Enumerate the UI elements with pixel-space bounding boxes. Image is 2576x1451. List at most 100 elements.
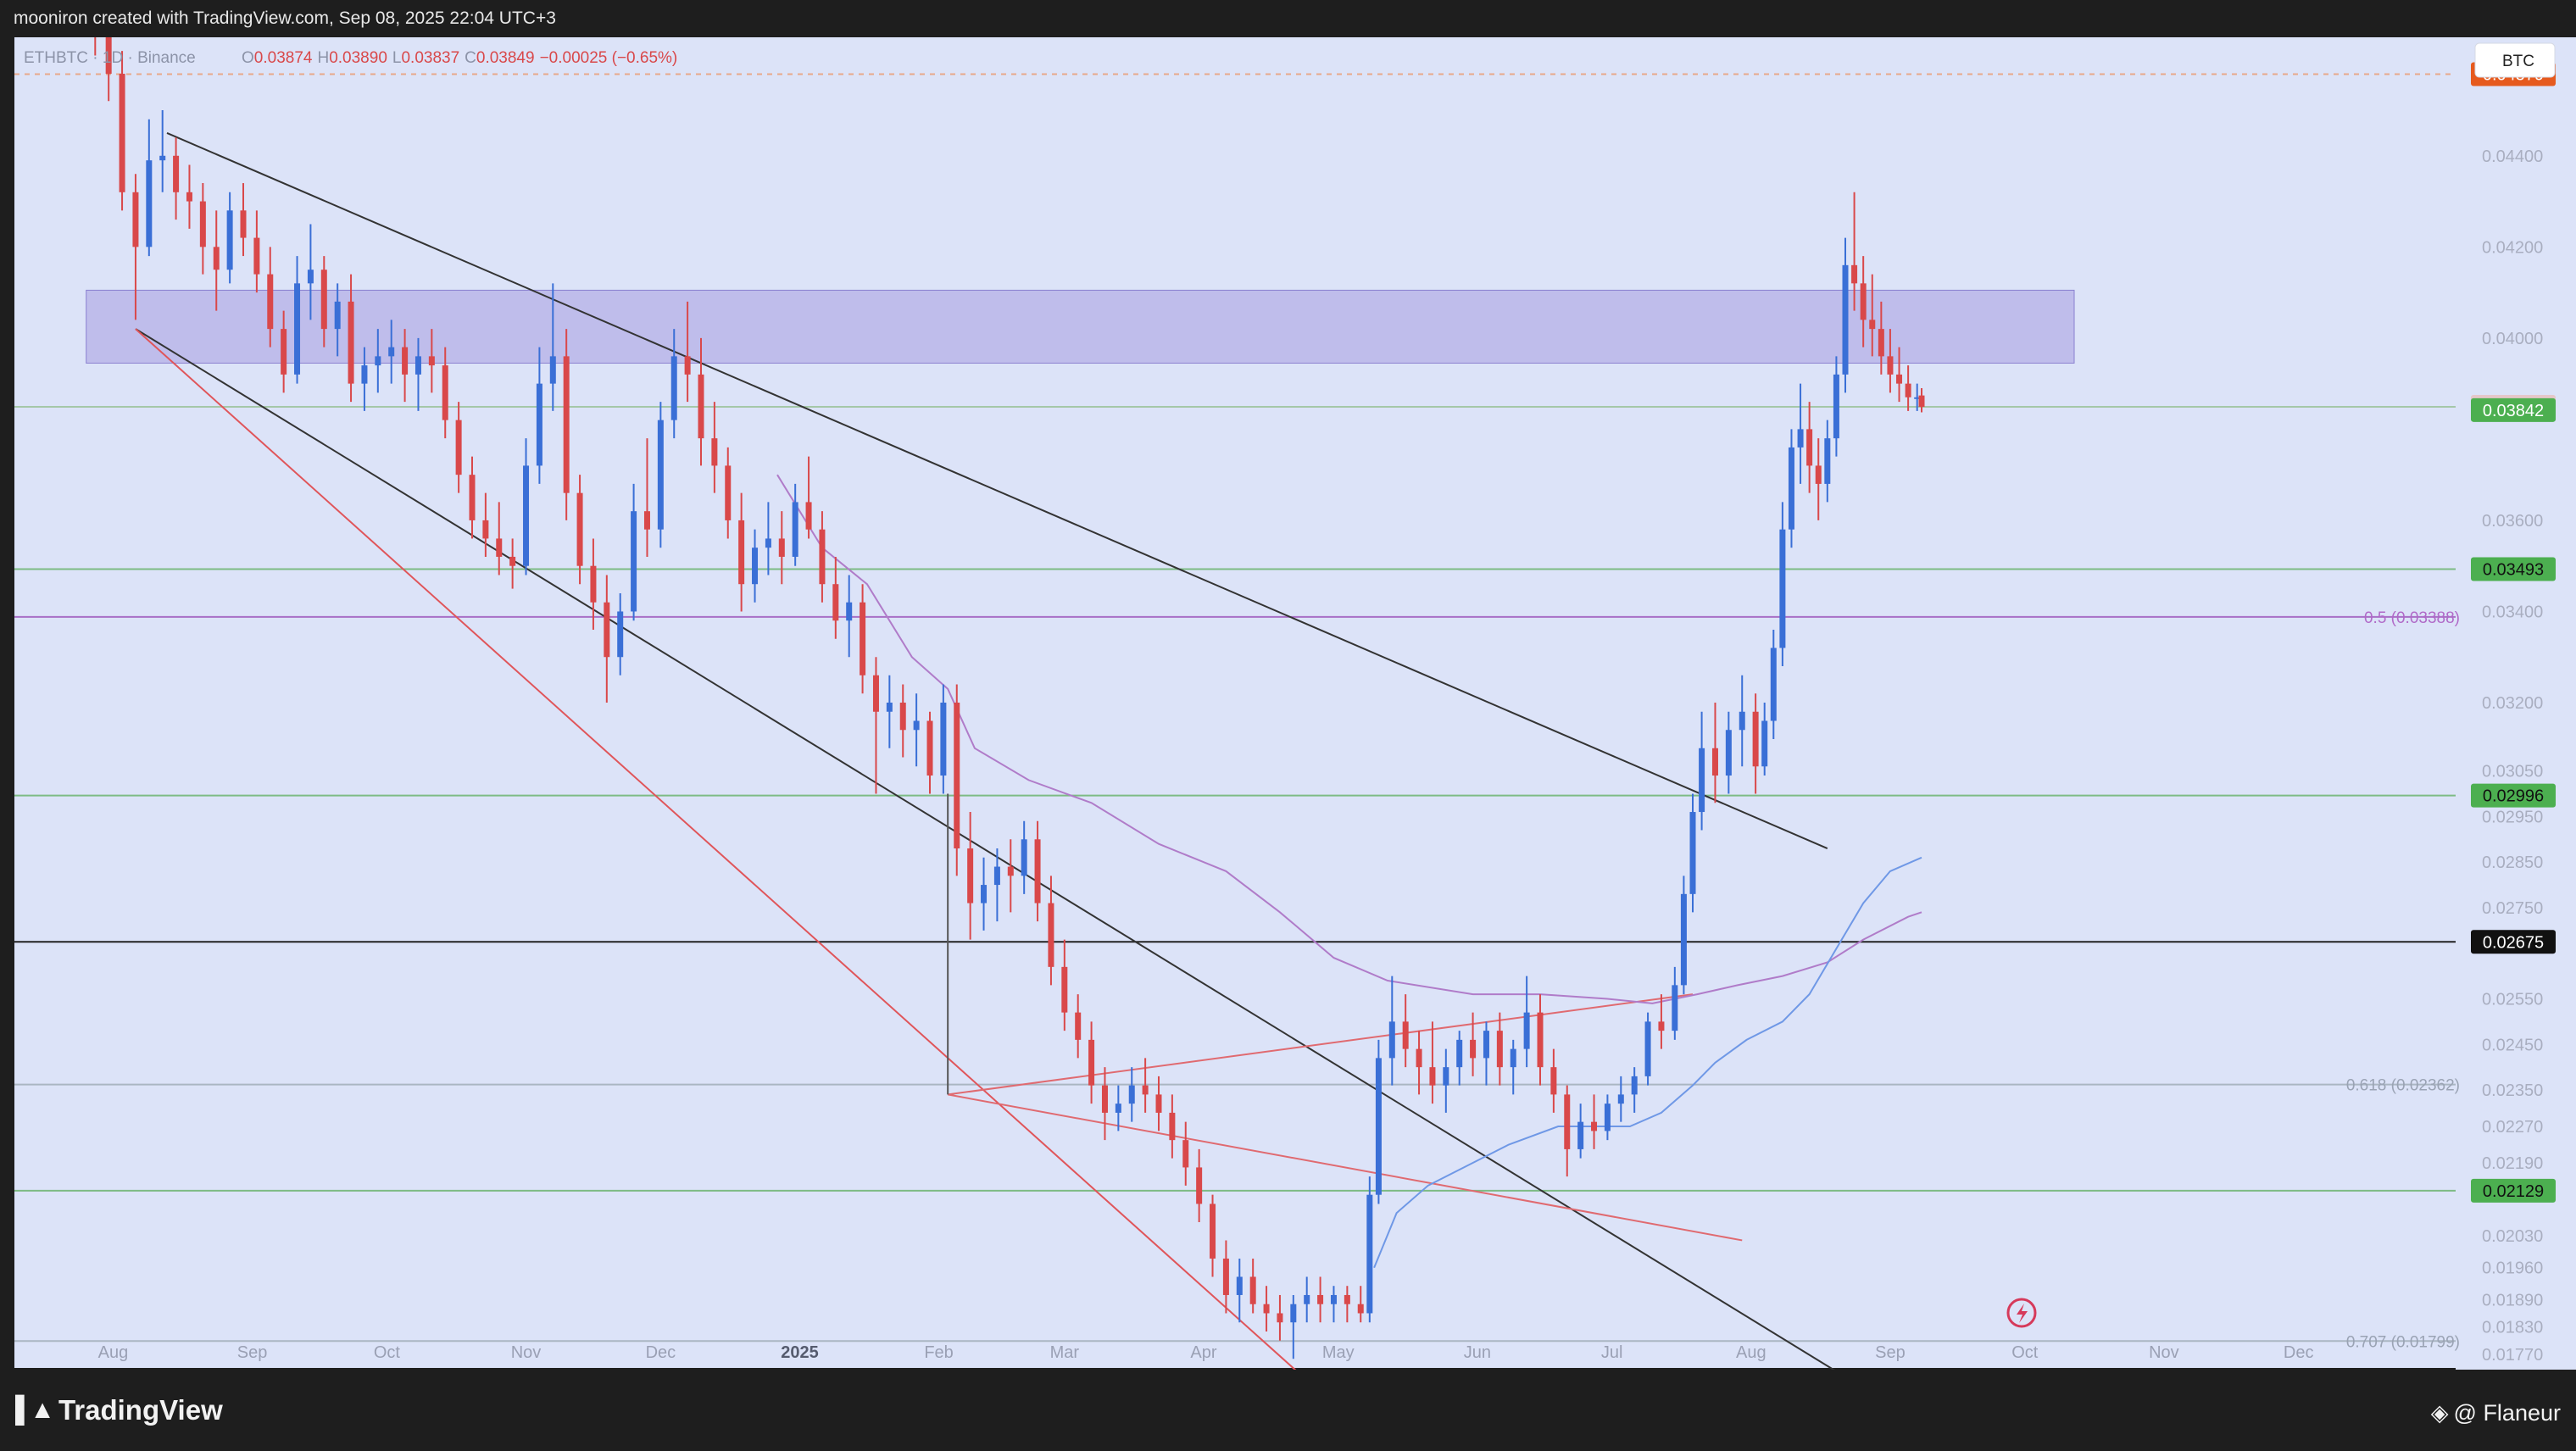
candle[interactable]: [1550, 1048, 1557, 1113]
candle[interactable]: [926, 711, 933, 794]
candle[interactable]: [1263, 1286, 1270, 1331]
candle[interactable]: [1169, 1094, 1176, 1159]
candle[interactable]: [455, 402, 462, 493]
candle[interactable]: [1304, 1276, 1310, 1323]
candle[interactable]: [536, 347, 542, 484]
candle[interactable]: [1788, 429, 1794, 548]
candle[interactable]: [1115, 1085, 1121, 1131]
candle[interactable]: [698, 337, 704, 466]
candle[interactable]: [1402, 994, 1409, 1068]
candle[interactable]: [1631, 1067, 1638, 1113]
price-tag[interactable]: 0.02675: [2471, 930, 2556, 954]
candle[interactable]: [576, 475, 583, 585]
candle[interactable]: [819, 511, 826, 603]
candle[interactable]: [590, 538, 597, 630]
candle[interactable]: [1896, 347, 1903, 403]
candle[interactable]: [711, 402, 718, 493]
candle[interactable]: [752, 529, 759, 603]
candle[interactable]: [496, 502, 503, 575]
candle[interactable]: [1290, 1294, 1297, 1359]
candle[interactable]: [1761, 703, 1768, 776]
candle[interactable]: [1277, 1294, 1283, 1341]
price-tag[interactable]: 0.02996: [2471, 783, 2556, 808]
candle[interactable]: [1564, 1085, 1571, 1177]
candle[interactable]: [1725, 711, 1732, 794]
candle[interactable]: [1752, 693, 1759, 794]
candle[interactable]: [805, 456, 812, 539]
candle[interactable]: [1470, 1012, 1477, 1076]
candle[interactable]: [253, 210, 260, 293]
candle[interactable]: [1905, 365, 1911, 411]
candle[interactable]: [1182, 1121, 1189, 1186]
candle[interactable]: [1711, 703, 1718, 803]
candle[interactable]: [1196, 1148, 1203, 1222]
candle[interactable]: [1591, 1094, 1598, 1149]
candle[interactable]: [348, 274, 354, 403]
resistance-zone[interactable]: [86, 289, 2075, 364]
candle[interactable]: [1658, 994, 1665, 1049]
candle[interactable]: [1456, 1031, 1463, 1086]
price-tag[interactable]: 0.03493: [2471, 557, 2556, 581]
candle[interactable]: [428, 329, 435, 393]
candle[interactable]: [1824, 420, 1831, 503]
candle[interactable]: [1851, 192, 1858, 311]
candle[interactable]: [872, 657, 879, 794]
candle[interactable]: [860, 584, 866, 694]
candle[interactable]: [778, 511, 785, 585]
candle[interactable]: [281, 310, 287, 393]
candle[interactable]: [1330, 1286, 1337, 1323]
candle[interactable]: [1797, 383, 1804, 484]
candle[interactable]: [414, 337, 421, 411]
candle[interactable]: [240, 183, 247, 257]
candle[interactable]: [1842, 237, 1849, 393]
candle[interactable]: [954, 684, 960, 876]
candle[interactable]: [1496, 1012, 1503, 1086]
tradingview-logo[interactable]: ▌▲ TradingView: [15, 1394, 223, 1426]
candle[interactable]: [1644, 1012, 1651, 1086]
candle[interactable]: [294, 256, 301, 384]
candle[interactable]: [361, 347, 368, 411]
candle[interactable]: [738, 492, 745, 612]
candle[interactable]: [617, 592, 624, 675]
candle[interactable]: [1887, 329, 1894, 393]
candle[interactable]: [482, 492, 489, 557]
candle[interactable]: [725, 447, 732, 539]
candle[interactable]: [1128, 1067, 1135, 1122]
trendline[interactable]: [135, 328, 1334, 1370]
candle[interactable]: [1806, 402, 1813, 493]
candle[interactable]: [1236, 1258, 1243, 1323]
candle[interactable]: [1048, 876, 1054, 986]
candle[interactable]: [1689, 793, 1696, 913]
candle[interactable]: [1357, 1286, 1364, 1323]
candle[interactable]: [1366, 1176, 1373, 1323]
candle[interactable]: [1672, 966, 1678, 1040]
candle[interactable]: [657, 402, 664, 548]
candle[interactable]: [684, 301, 691, 403]
trendline[interactable]: [948, 993, 1694, 1096]
candle[interactable]: [1510, 1039, 1516, 1095]
candle[interactable]: [1021, 820, 1027, 894]
candle[interactable]: [1779, 502, 1786, 666]
candle[interactable]: [119, 51, 125, 211]
candle[interactable]: [1860, 256, 1867, 347]
candle[interactable]: [1918, 388, 1925, 413]
trendline[interactable]: [947, 1093, 1743, 1242]
candle[interactable]: [1249, 1258, 1256, 1314]
candle[interactable]: [643, 438, 650, 557]
candle[interactable]: [1878, 301, 1884, 375]
candle[interactable]: [388, 320, 395, 384]
candle[interactable]: [1388, 976, 1395, 1086]
candle[interactable]: [1604, 1094, 1611, 1141]
candle[interactable]: [1007, 839, 1014, 913]
candle[interactable]: [1375, 1039, 1382, 1204]
candle[interactable]: [267, 247, 274, 347]
candle[interactable]: [1523, 976, 1530, 1068]
candle[interactable]: [159, 110, 166, 192]
candle[interactable]: [105, 37, 112, 102]
candle[interactable]: [1088, 1021, 1095, 1104]
candle[interactable]: [1869, 274, 1876, 357]
candle[interactable]: [563, 329, 570, 520]
candle[interactable]: [846, 575, 853, 658]
candle[interactable]: [132, 174, 139, 320]
candle[interactable]: [765, 502, 771, 575]
